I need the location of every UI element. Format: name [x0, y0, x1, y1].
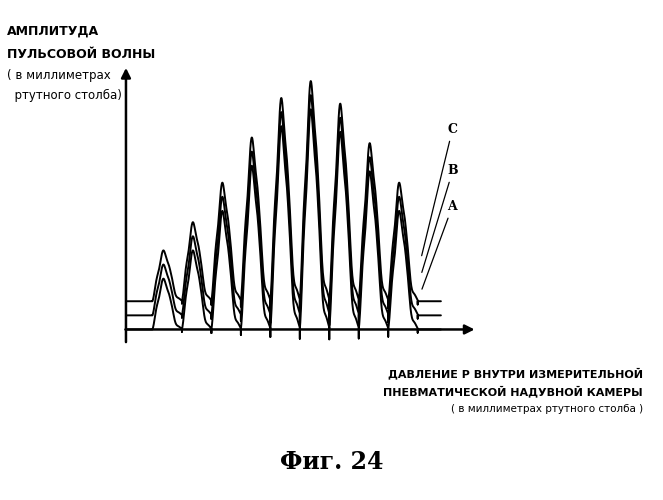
Text: C: C — [422, 123, 457, 256]
Text: ДАВЛЕНИЕ Р ВНУТРИ ИЗМЕРИТЕЛЬНОЙ: ДАВЛЕНИЕ Р ВНУТРИ ИЗМЕРИТЕЛЬНОЙ — [388, 368, 643, 379]
Text: ртутного столба): ртутного столба) — [7, 89, 121, 102]
Text: ПНЕВМАТИЧЕСКОЙ НАДУВНОЙ КАМЕРЫ: ПНЕВМАТИЧЕСКОЙ НАДУВНОЙ КАМЕРЫ — [383, 386, 643, 398]
Text: A: A — [422, 200, 457, 289]
Text: ( в миллиметрах ртутного столба ): ( в миллиметрах ртутного столба ) — [451, 404, 643, 414]
Text: АМПЛИТУДА: АМПЛИТУДА — [7, 25, 99, 38]
Text: ( в миллиметрах: ( в миллиметрах — [7, 69, 110, 82]
Text: B: B — [422, 164, 458, 272]
Text: Фиг. 24: Фиг. 24 — [280, 450, 383, 474]
Text: ПУЛЬСОВОЙ ВОЛНЫ: ПУЛЬСОВОЙ ВОЛНЫ — [7, 48, 155, 60]
